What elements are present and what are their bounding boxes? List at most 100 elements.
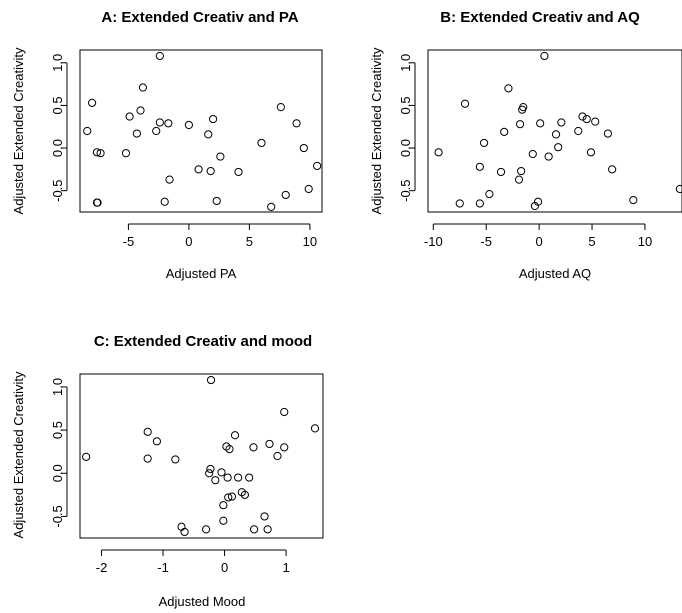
panel-a: A: Extended Creativ and PA -5 0 5 10 -0.5 0.… xyxy=(11,9,323,281)
scatter-point xyxy=(194,165,203,174)
scatter-point xyxy=(629,195,638,205)
scatter-point xyxy=(234,167,243,177)
scatter-point xyxy=(143,427,152,436)
scatter-point xyxy=(152,126,161,136)
y-tick-label: 1.0 xyxy=(50,54,65,72)
panel-a-title: A: Extended Creativ and PA xyxy=(101,9,298,26)
scatter-point xyxy=(93,198,102,207)
scatter-point xyxy=(171,455,180,464)
x-tick-label: 10 xyxy=(303,234,317,249)
scatter-point xyxy=(536,119,545,128)
scatter-point xyxy=(479,138,489,148)
scatter-point xyxy=(514,175,524,184)
scatter-point xyxy=(504,84,513,93)
scatter-point xyxy=(152,437,161,446)
panel-b-y-axis-label: Adjusted Extended Creativity xyxy=(369,47,384,214)
scatter-point xyxy=(155,51,164,61)
panel-a-x-ticks: -5 0 5 10 xyxy=(123,224,317,249)
scatter-point xyxy=(292,119,301,128)
scatter-point xyxy=(276,103,285,112)
scatter-point xyxy=(224,493,233,502)
x-tick-label: 5 xyxy=(588,234,595,249)
scatter-point xyxy=(603,129,613,138)
panel-b-points xyxy=(434,51,682,211)
scatter-point xyxy=(281,190,290,200)
scatter-point xyxy=(582,114,591,124)
scatter-point xyxy=(608,165,617,174)
panel-b-x-axis-label: Adjusted AQ xyxy=(519,266,591,281)
scatter-point xyxy=(160,197,169,206)
scatter-point xyxy=(304,184,313,194)
scatter-point xyxy=(206,464,215,474)
y-tick-label: 1.0 xyxy=(398,54,413,72)
scatter-point xyxy=(515,120,525,129)
scatter-point xyxy=(164,119,173,128)
x-tick-label: 10 xyxy=(638,234,652,249)
scatter-point xyxy=(225,444,234,454)
x-tick-label: 0 xyxy=(185,234,192,249)
panel-c-points xyxy=(82,375,320,537)
y-tick-label: -0.5 xyxy=(50,505,65,527)
x-tick-label: 1 xyxy=(282,560,289,575)
panel-a-points xyxy=(83,51,322,211)
scatter-point xyxy=(460,99,470,108)
scatter-point xyxy=(260,512,269,521)
scatter-point xyxy=(528,149,537,159)
scatter-point xyxy=(485,189,494,199)
x-tick-label: -10 xyxy=(424,234,443,249)
scatter-point xyxy=(132,129,141,138)
panel-a-x-axis-label: Adjusted PA xyxy=(166,266,237,281)
scatter-point xyxy=(533,197,543,206)
scatter-point xyxy=(591,117,600,126)
scatter-point xyxy=(265,439,274,449)
panel-c: C: Extended Creativ and mood -2 -1 0 1 -0.5… xyxy=(11,333,324,609)
y-tick-label: 0.5 xyxy=(50,96,65,114)
panel-b-y-ticks: -0.5 0.0 0.5 1.0 xyxy=(398,54,415,202)
scatter-point xyxy=(245,473,254,482)
scatter-point xyxy=(257,138,266,148)
y-tick-label: 0.5 xyxy=(50,421,65,439)
scatter-point xyxy=(206,166,215,176)
scatter-point xyxy=(155,118,164,127)
scatter-point xyxy=(263,525,272,534)
scatter-point xyxy=(96,149,105,158)
scatter-point xyxy=(204,130,213,139)
scatter-point xyxy=(544,152,553,161)
scatter-point xyxy=(578,112,587,121)
panel-c-y-axis-label: Adjusted Extended Creativity xyxy=(11,371,26,538)
panel-a-y-axis-label: Adjusted Extended Creativity xyxy=(11,47,26,214)
panel-c-title: C: Extended Creativ and mood xyxy=(94,333,312,350)
x-tick-label: -1 xyxy=(157,560,169,575)
y-tick-label: 0.0 xyxy=(50,139,65,157)
scatter-point xyxy=(267,202,276,211)
scatter-point xyxy=(517,166,526,176)
scatter-point xyxy=(475,162,484,171)
x-tick-label: -5 xyxy=(123,234,135,249)
y-tick-label: 1.0 xyxy=(50,378,65,396)
y-tick-label: 0.5 xyxy=(398,96,413,114)
x-tick-label: 5 xyxy=(246,234,253,249)
panel-c-y-ticks: -0.5 0.0 0.5 1.0 xyxy=(50,378,67,528)
scatter-point xyxy=(240,490,249,499)
scatter-point xyxy=(551,130,561,139)
scatter-point xyxy=(500,127,509,136)
scatter-point xyxy=(83,126,92,136)
panel-b-x-ticks: -10 -5 0 5 10 xyxy=(424,224,652,249)
scatter-point xyxy=(138,83,148,92)
scatter-point xyxy=(557,118,566,127)
scatter-point xyxy=(299,143,308,153)
scatter-point xyxy=(92,148,102,157)
scatter-point xyxy=(519,103,528,112)
scatter-point xyxy=(586,148,596,157)
scatter-point xyxy=(180,527,189,537)
panel-c-x-axis-label: Adjusted Mood xyxy=(159,594,246,609)
scatter-point xyxy=(280,407,289,417)
scatter-point xyxy=(434,148,443,157)
scatter-point xyxy=(227,492,237,501)
scatter-point xyxy=(554,143,563,152)
scatter-point xyxy=(205,469,214,478)
scatter-point xyxy=(496,167,506,177)
scatter-point xyxy=(475,199,484,208)
panel-b: B: Extended Creativ and AQ -10 -5 0 5 10 -0.… xyxy=(369,9,682,281)
